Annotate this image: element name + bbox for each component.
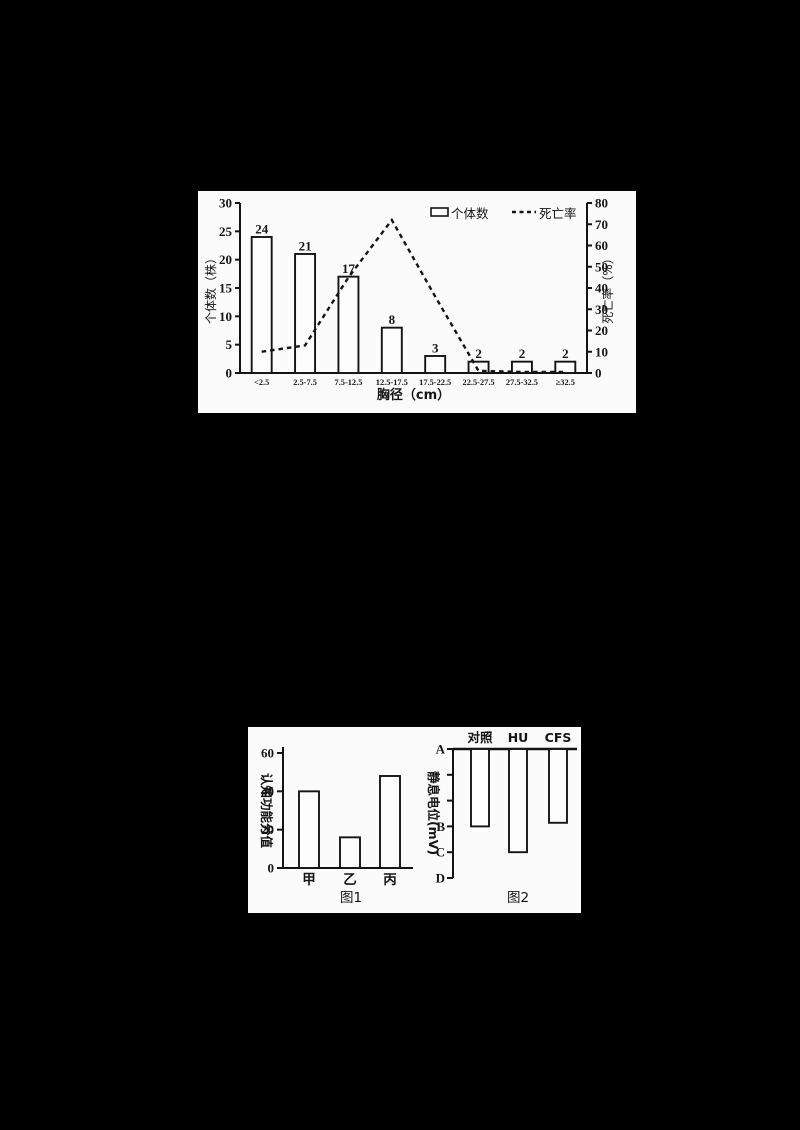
- right-axis-title: 死亡率（%）: [600, 252, 615, 323]
- bar-value-label: 2: [519, 346, 526, 361]
- y-tick-label: 0: [268, 861, 275, 876]
- left-tick-label: 20: [219, 252, 232, 267]
- y-tick-label: 40: [261, 784, 274, 799]
- x-tick-label: 7.5-12.5: [334, 378, 362, 387]
- x-tick-label: 2.5-7.5: [293, 378, 317, 387]
- dbh-bar-5: [467, 360, 490, 374]
- right-tick-label: 80: [595, 196, 608, 211]
- bar-value-label: 21: [299, 239, 312, 254]
- x-tick-label: 12.5-17.5: [376, 378, 408, 387]
- x-tick-label: ≥32.5: [556, 378, 575, 387]
- dbh-bar-6: [510, 360, 533, 374]
- dbh-bar-2: [337, 275, 360, 374]
- legend-bar-label: 个体数: [451, 206, 489, 221]
- legend-line-label: 死亡率: [539, 206, 577, 221]
- dbh-bar-0: [250, 236, 273, 374]
- dbh-bar-4: [424, 355, 447, 374]
- fig2-chart: A BCD 对照 HU CFS 静息电位(mV) 图2: [426, 730, 577, 906]
- y-level-label: A: [436, 742, 446, 757]
- fig1-caption: 图1: [340, 890, 362, 906]
- y-level-label: C: [436, 845, 445, 860]
- fig2-bar-1: [508, 748, 528, 854]
- right-tick-label: 40: [595, 281, 608, 296]
- right-tick-label: 70: [595, 217, 608, 232]
- fig2-group-label: HU: [508, 730, 529, 745]
- left-tick-label: 15: [219, 281, 233, 296]
- dbh-chart-panel: 0 5 10 15 20 25 30 0 10 20 30 40 50 60 70 80 24 21 17 8 3 2 2 2…: [198, 191, 636, 413]
- fig2-caption: 图2: [507, 890, 529, 906]
- fig2-group-label: 对照: [467, 730, 493, 745]
- x-tick-label: 17.5-22.5: [419, 378, 451, 387]
- fig1-x-label: 甲: [302, 872, 316, 888]
- left-tick-label: 5: [226, 337, 233, 352]
- bar-value-label: 2: [475, 346, 482, 361]
- fig1-bar-1: [339, 836, 361, 869]
- right-tick-label: 10: [595, 344, 608, 359]
- y-level-label: D: [436, 871, 445, 886]
- right-tick-label: 20: [595, 323, 608, 338]
- right-tick-label: 60: [595, 238, 608, 253]
- left-axis-title: 个体数（株）: [203, 252, 218, 324]
- right-tick-label: 50: [595, 259, 608, 274]
- figures-panel: 0 20 40 60 甲 乙 丙 认知功能分值图1 A B C D 对照 HU CFS 静息电位(mV) 图2: [248, 727, 581, 913]
- legend-bar-marker: [430, 207, 449, 217]
- x-tick-label: 22.5-27.5: [463, 378, 495, 387]
- bar-value-label: 2: [562, 346, 569, 361]
- x-tick-label: 27.5-32.5: [506, 378, 538, 387]
- right-tick-label: 0: [595, 366, 602, 381]
- fig1-bar-0: [298, 790, 320, 869]
- fig2-y-axis-title: 静息电位(mV): [426, 771, 441, 855]
- left-tick-label: 10: [219, 309, 232, 324]
- y-level-label: B: [436, 819, 445, 834]
- x-tick-label: <2.5: [254, 378, 269, 387]
- fig2-bar-0: [470, 748, 490, 828]
- bar-value-label: 3: [432, 341, 439, 356]
- y-tick-label: 60: [261, 746, 274, 761]
- x-axis-title: 胸径（cm）: [377, 387, 450, 403]
- fig1-x-label: 丙: [383, 872, 397, 888]
- left-tick-label: 0: [226, 366, 233, 381]
- mortality-dashed-line: [261, 217, 566, 374]
- right-tick-label: 30: [595, 302, 608, 317]
- left-tick-label: 30: [219, 196, 232, 211]
- fig1-bar-2: [379, 775, 401, 869]
- fig2-bar-2: [548, 748, 568, 824]
- left-tick-label: 25: [219, 224, 233, 239]
- fig2-group-label: CFS: [545, 730, 572, 745]
- dbh-bar-7: [554, 360, 577, 374]
- dbh-bar-3: [380, 326, 403, 374]
- bar-value-label: 24: [255, 222, 269, 237]
- y-tick-label: 20: [261, 822, 274, 837]
- dbh-bar-1: [294, 253, 317, 374]
- fig1-y-axis-title: 认知功能分值: [259, 773, 274, 849]
- fig1-x-label: 乙: [343, 872, 357, 888]
- bar-value-label: 17: [342, 261, 356, 276]
- bar-value-label: 8: [389, 312, 396, 327]
